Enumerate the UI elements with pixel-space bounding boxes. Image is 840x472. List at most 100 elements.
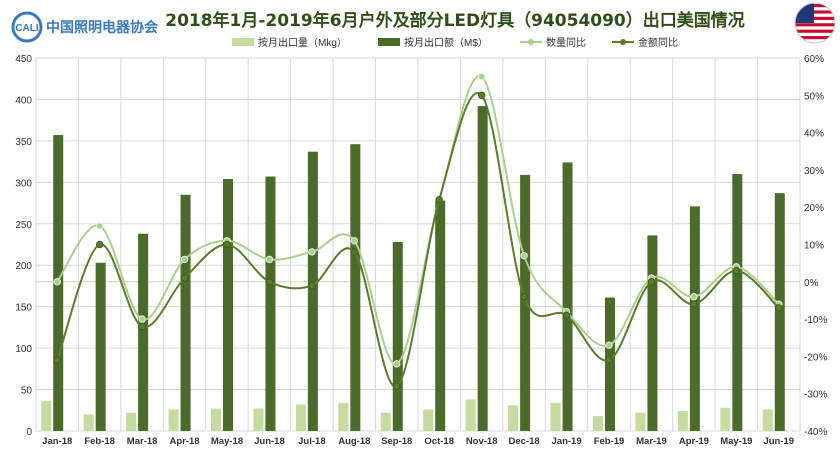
bar-amount xyxy=(732,174,743,432)
right-tick-label: 10% xyxy=(804,241,824,252)
bar-amount xyxy=(180,194,191,431)
quantity-yoy-point xyxy=(138,315,146,323)
amount-yoy-point xyxy=(53,356,61,364)
x-tick-label: Apr-19 xyxy=(679,436,709,447)
legend-marker xyxy=(528,39,534,45)
axes: 0 50 100 150 200 250 300 350 400 450 -40% -30% -20% -… xyxy=(15,54,827,447)
bar-amount xyxy=(95,262,106,431)
quantity-yoy-line xyxy=(56,75,780,365)
bar-amount xyxy=(689,206,700,431)
amount-yoy-point xyxy=(647,278,656,286)
x-tick-label: Aug-18 xyxy=(338,436,370,447)
bar-quantity xyxy=(720,407,731,431)
amount-yoy-point xyxy=(350,248,359,256)
bar-quantity xyxy=(423,409,434,431)
us-flag-icon xyxy=(794,2,836,44)
bar-amount xyxy=(605,297,615,431)
right-tick-label: 30% xyxy=(804,166,824,177)
amount-yoy-point xyxy=(393,382,401,390)
amount-yoy-point xyxy=(520,293,528,301)
right-tick-label: -40% xyxy=(804,427,827,438)
amount-yoy-point xyxy=(477,91,486,100)
left-tick-label: 0 xyxy=(26,427,32,438)
bar-quantity xyxy=(83,414,94,431)
x-tick-label: Dec-18 xyxy=(509,436,540,447)
x-tick-label: Jun-19 xyxy=(763,436,794,447)
bar-quantity xyxy=(380,412,391,431)
x-tick-label: May-18 xyxy=(211,436,243,447)
quantity-yoy-point xyxy=(308,248,316,256)
bar-quantity xyxy=(295,404,306,431)
bar-quantity xyxy=(508,405,519,431)
x-tick-label: Jul-18 xyxy=(298,436,325,447)
lines xyxy=(53,72,783,390)
bar-amount xyxy=(774,193,785,431)
x-tick-label: Jan-18 xyxy=(42,436,72,447)
chart-title: 2018年1月-2019年6月户外及部分LED灯具（94054090）出口美国情… xyxy=(165,11,745,31)
amount-yoy-point xyxy=(223,240,231,249)
left-tick-label: 300 xyxy=(15,178,32,189)
right-tick-label: 60% xyxy=(804,54,824,65)
right-tick-label: 20% xyxy=(804,203,824,214)
x-tick-label: May-19 xyxy=(720,436,752,447)
x-tick-label: Sep-18 xyxy=(381,436,412,447)
bar-amount xyxy=(435,200,446,431)
left-tick-label: 250 xyxy=(15,220,32,231)
bar-amount xyxy=(520,174,531,431)
bar-quantity xyxy=(635,412,646,431)
logo-badge: CALI xyxy=(15,23,39,34)
bar-amount xyxy=(265,176,276,431)
bar-quantity xyxy=(762,409,773,431)
bar-amount xyxy=(223,179,233,431)
bar-quantity xyxy=(253,408,264,431)
amount-yoy-point xyxy=(95,240,104,249)
bar-amount xyxy=(647,235,658,431)
legend-marker xyxy=(620,39,626,45)
amount-yoy-point xyxy=(138,322,146,331)
quantity-yoy-point xyxy=(180,255,189,264)
quantity-yoy-point xyxy=(265,255,274,264)
left-tick-label: 150 xyxy=(15,303,32,314)
bar-quantity xyxy=(168,409,179,431)
amount-yoy-point xyxy=(605,356,613,364)
left-tick-label: 450 xyxy=(15,54,32,65)
amount-yoy-point xyxy=(180,274,189,282)
bar-quantity xyxy=(41,401,52,431)
legend-swatch xyxy=(378,38,400,46)
x-tick-label: Mar-18 xyxy=(127,436,158,447)
quantity-yoy-point xyxy=(95,222,104,230)
quantity-yoy-point xyxy=(350,237,359,245)
x-tick-label: Mar-19 xyxy=(636,436,667,447)
x-tick-label: Nov-18 xyxy=(466,436,498,447)
quantity-yoy-point xyxy=(477,72,486,81)
bar-quantity xyxy=(593,416,603,431)
amount-yoy-point xyxy=(562,311,571,320)
legend-label: 按月出口量（Mkg） xyxy=(258,36,347,49)
right-tick-label: 50% xyxy=(804,91,824,102)
bar-quantity xyxy=(677,411,688,431)
x-tick-label: Feb-19 xyxy=(594,436,625,447)
amount-yoy-point xyxy=(435,196,443,204)
legend-label: 金额同比 xyxy=(638,36,678,49)
right-tick-label: -10% xyxy=(804,315,827,326)
amount-yoy-point xyxy=(732,266,741,275)
right-tick-label: -20% xyxy=(804,352,827,363)
legend-label: 数量同比 xyxy=(546,36,586,49)
right-tick-label: -30% xyxy=(804,390,827,401)
bar-amount xyxy=(138,233,149,431)
bar-amount xyxy=(350,144,361,431)
x-tick-label: Oct-18 xyxy=(424,436,454,447)
quantity-yoy-point xyxy=(393,360,401,368)
bar-amount xyxy=(307,151,318,432)
left-tick-label: 100 xyxy=(15,344,32,355)
bar-quantity xyxy=(338,402,349,431)
gridlines xyxy=(35,57,801,432)
bar-quantity xyxy=(550,402,561,431)
quantity-yoy-point xyxy=(690,293,698,301)
bar-amount xyxy=(562,162,573,431)
x-tick-label: Jun-18 xyxy=(254,436,285,447)
quantity-yoy-point xyxy=(53,278,61,286)
left-tick-label: 350 xyxy=(15,137,32,148)
bar-amount xyxy=(392,242,403,431)
